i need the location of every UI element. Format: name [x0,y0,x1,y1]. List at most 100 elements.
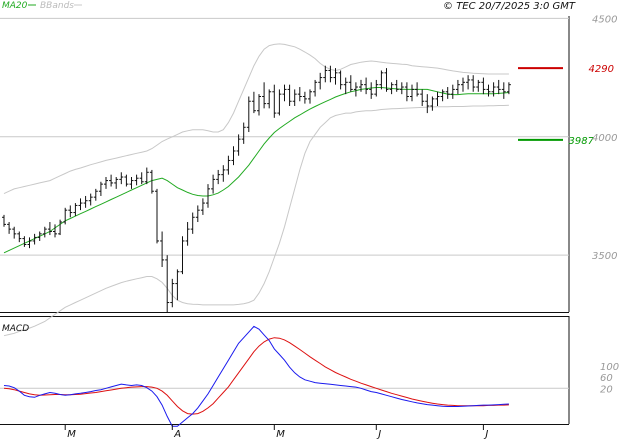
ohlc-bar [404,82,409,102]
ohlc-bar [241,122,246,144]
ohlc-bar [134,174,139,186]
resistance-label: 4290 [589,64,614,75]
ohlc-bar [445,87,450,99]
ohlc-bar [501,82,506,99]
ohlc-bar [231,146,236,166]
ohlc-bar [440,89,445,102]
bb-lower-line [3,104,509,337]
ohlc-bar [37,231,42,241]
ohlc-bar [359,79,363,92]
ohlc-bar [471,75,476,92]
macd-y-tick-label: 60 [600,373,613,384]
ohlc-bar [246,96,251,133]
x-tick-label: J [376,429,381,440]
ohlc-bar [435,91,440,106]
ohlc-bar [410,84,414,102]
ohlc-bar [450,84,455,99]
ohlc-bar [415,82,420,97]
ohlc-bar [170,278,175,308]
ohlc-bar [139,172,144,185]
ohlc-bar [58,219,63,236]
ohlc-bar [129,177,134,189]
ohlc-bar [200,198,205,215]
ohlc-bar [343,77,348,95]
ohlc-bar [2,214,6,227]
ohlc-bar [165,255,170,312]
ohlc-bar [348,75,353,92]
ohlc-bar [17,231,22,243]
ohlc-bar [313,79,318,97]
ohlc-bar [68,205,73,218]
ohlc-bar [251,91,256,114]
ohlc-bar [364,77,369,95]
macd-line [3,325,509,427]
macd-title: MACD [2,324,29,334]
ohlc-bar [180,236,185,275]
ohlc-bar [399,82,404,95]
ohlc-bar [98,181,103,196]
legend-ma-label: MA20 [2,1,28,11]
ohlc-bar [114,177,119,189]
ohlc-bar [257,94,261,116]
ohlc-bar [389,82,394,95]
ohlc-bar [425,94,430,114]
ohlc-bar [155,188,159,244]
ohlc-bar [476,79,481,92]
ohlc-bar [124,174,129,187]
ohlc-bar [206,184,210,208]
ohlc-bar [93,188,98,201]
ohlc-bar [486,84,491,97]
ohlc-bar [175,269,180,301]
ohlc-bar [119,172,124,185]
ohlc-bar [374,79,379,97]
x-tick-label: A [173,429,181,440]
ohlc-bar [318,72,323,90]
ohlc-bar [185,222,190,246]
ohlc-bar [302,91,307,104]
ohlc-bar [282,84,287,102]
x-tick-label: M [67,429,76,440]
ohlc-bar [308,89,312,104]
ohlc-bar [236,134,241,156]
ohlc-bar [379,70,384,90]
ohlc-bar [292,89,297,106]
bb-upper-line [3,43,509,195]
ohlc-bar [63,207,68,225]
ohlc-bar [369,82,374,99]
ma20-line [3,87,509,254]
ohlc-bar [195,205,200,223]
ohlc-bar [160,231,165,268]
y-tick-label-4000: 4000 [592,133,617,144]
ohlc-bar [73,203,78,217]
ohlc-bar [32,233,37,245]
ohlc-bar [297,87,302,102]
levels-layer: 4290 3987 [518,64,614,147]
ohlc-bar [287,84,292,106]
ohlc-bar [144,167,149,185]
ohlc-bar [333,68,338,85]
support-label: 3987 [569,136,595,147]
ohlc-bar [104,177,108,189]
x-tick-label: J [483,429,488,440]
ohlc-bar [22,236,27,247]
ohlc-bar [27,237,32,249]
ohlc-bar [272,84,277,118]
price-y-axis-layer: 4500 4000 3500 [592,14,617,262]
grid-layer [0,17,569,256]
copyright-text: © TEC 20/7/2025 3:0 GMT [443,1,576,12]
legend-bbands-label: BBands [40,1,74,11]
moving-average-layer [3,87,509,254]
ohlc-bar [42,226,47,238]
y-tick-label-4500: 4500 [592,14,617,25]
ohlc-bar [338,70,343,90]
ohlc-bar [88,193,93,206]
ohlc-bar [323,65,328,83]
ohlc-bar [47,222,52,236]
ohlc-bar [78,198,83,211]
ohlc-bar [455,79,460,95]
ohlc-bar [430,96,435,111]
